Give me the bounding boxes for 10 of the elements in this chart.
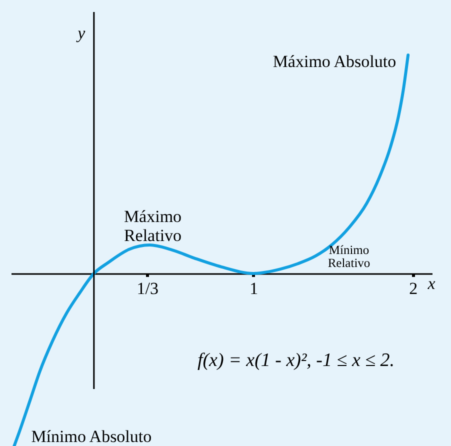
y-axis-title: y — [76, 24, 86, 42]
x-tick-label: 2 — [409, 278, 418, 298]
annotation: Mínimo Relativo — [328, 243, 370, 270]
x-axis-title: x — [426, 274, 436, 293]
annotation: Máximo Absoluto — [272, 52, 396, 72]
annotation: Mínimo Absoluto — [31, 427, 152, 446]
x-tick-label: 1 — [250, 278, 258, 298]
x-tick-label: 1/3 — [136, 278, 158, 298]
annotation: Máximo Relativo — [124, 207, 182, 246]
annotation: f(x) = x(1 - x)², -1 ≤ x ≤ 2. — [197, 350, 395, 371]
